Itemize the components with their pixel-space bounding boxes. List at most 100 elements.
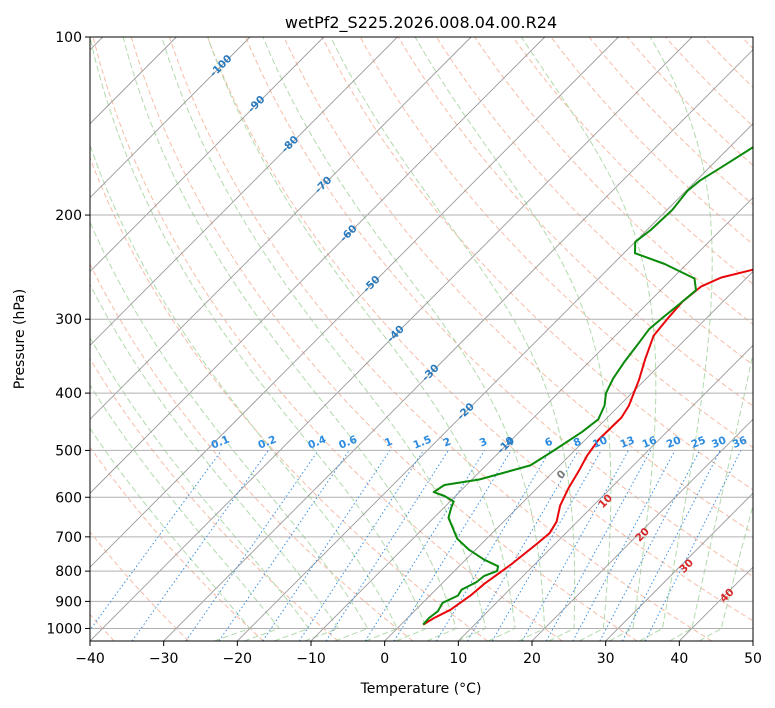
isotherm-line [90,37,546,494]
moist-adiabat-line [161,37,487,641]
mixing-ratio-line [325,450,449,641]
mixing-ratio-label: 13 [618,434,636,451]
moist-adiabat-label: 10 [596,492,615,511]
y-tick-label: 500 [55,443,82,459]
dry-adiabat-line [741,37,753,50]
mixing-ratio-line [599,450,701,641]
isotherm-line [679,566,753,641]
dry-adiabat-line [397,37,753,407]
moist-adiabat-line [90,384,281,641]
profile-lines [422,146,753,626]
mixing-ratio-line [298,450,424,641]
dry-adiabat-line [90,446,264,641]
mixing-ratio-line [262,450,391,641]
moist-adiabat-line [669,351,753,641]
moist-adiabat-line [90,143,398,641]
x-axis-label: Temperature (°C) [360,681,482,697]
isotherm-line [90,37,325,273]
x-tick-label: 0 [380,651,389,667]
moist-adiabat-line [698,503,753,641]
mixing-ratio-line [364,450,485,641]
mixing-ratio-label: 0.4 [306,434,328,452]
mixing-ratio-label: 4 [504,436,515,450]
moist-adiabat-line [90,283,339,641]
y-tick-label: 300 [55,312,82,328]
dry-adiabat-line [92,37,563,641]
mixing-ratio-label: 25 [689,434,707,451]
moist-adiabat-line [520,37,657,641]
moist-adiabat-line [90,37,428,641]
y-tick-label: 1000 [46,621,82,637]
mixing-ratio-line [131,450,269,641]
mixing-ratio-label: 16 [641,434,659,451]
dry-adiabat-line [130,37,638,641]
dry-adiabat-line [474,37,753,325]
mixing-ratio-label: 6 [543,436,554,450]
isotherm-line [605,492,753,641]
mixing-ratio-line [393,450,512,641]
dry-adiabat-line [703,37,753,88]
isotherm-line [163,49,753,641]
background-lines [90,37,753,641]
mixing-ratio-label: 3 [478,436,489,450]
dry-adiabat-line [90,263,414,641]
x-tick-label: −10 [296,651,326,667]
x-tick-label: −20 [223,651,253,667]
mixing-ratio-label: 8 [572,436,583,450]
dewpoint-profile-line [422,146,753,626]
isotherm-line [531,418,753,641]
dry-adiabat-line [665,37,753,127]
dry-adiabat-line [168,37,712,641]
x-tick-label: 30 [597,651,615,667]
moist-adiabat-label: 20 [633,526,652,545]
isotherm-line [384,270,753,641]
mixing-ratio-label: 36 [731,434,749,451]
mixing-ratio-line [218,450,350,641]
x-tick-label: 20 [523,651,541,667]
y-tick-label: 400 [55,386,82,402]
moist-adiabat-label: 0 [555,468,569,482]
y-tick-label: 200 [55,208,82,224]
moist-adiabat-label: 40 [718,586,737,605]
moist-adiabat-line [90,427,251,641]
plot-frame [89,36,754,642]
moist-adiabat-line [207,37,516,641]
mixing-ratio-label: 10 [591,434,609,451]
dry-adiabat-line [207,37,753,622]
mixing-ratio-label: 0.1 [210,434,232,452]
dry-adiabat-line [321,37,753,491]
isotherm-line [90,37,472,420]
moist-adiabat-line [330,37,576,641]
isotherm-line [458,344,753,641]
moist-adiabat-line [122,37,457,641]
dry-adiabat-line [588,37,753,206]
mixing-ratio-line [90,450,222,631]
axes: −40 −30 −20 −10 0 10 20 30 40 5010020030040050060… [46,30,762,667]
mixing-ratio-line [572,450,676,641]
dry-adiabat-line [626,37,753,167]
y-axis-label: Pressure (hPa) [12,289,28,389]
y-tick-label: 100 [55,30,82,46]
dry-adiabat-line [90,531,190,641]
y-tick-label: 800 [55,564,82,580]
dry-adiabat-line [90,357,339,641]
mixing-ratio-label: 2 [442,436,453,450]
mixing-ratio-label: 1.5 [412,434,434,452]
mixing-ratio-line [521,450,629,641]
x-tick-label: −40 [75,651,105,667]
y-tick-label: 700 [55,530,82,546]
moist-adiabat-line [414,37,612,641]
mixing-ratio-line [435,450,551,641]
x-tick-label: 10 [449,651,467,667]
mixing-ratio-label: 30 [710,434,728,451]
moist-adiabat-label: 30 [677,557,696,576]
y-tick-label: 900 [55,594,82,610]
x-tick-label: 40 [670,651,688,667]
dry-adiabat-line [512,37,753,285]
isotherm-line [310,196,753,641]
temperature-profile-line [422,268,753,626]
moist-adiabat-line [90,336,310,641]
dry-adiabat-line [550,37,753,245]
isotherm-line [90,37,251,199]
